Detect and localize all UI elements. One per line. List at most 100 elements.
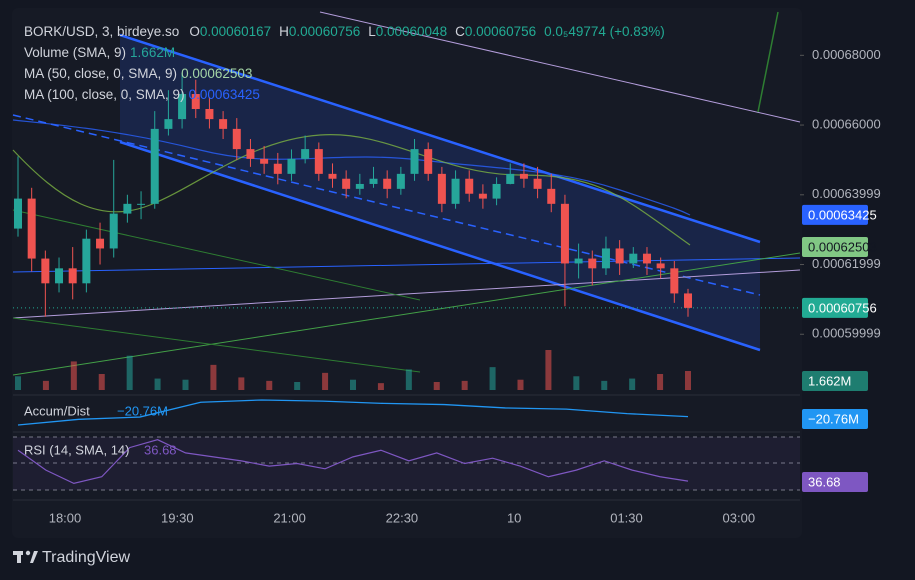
indicator-name: MA (50, close, 0, SMA, 9) bbox=[24, 66, 178, 81]
volume-bar bbox=[294, 382, 301, 390]
logo bbox=[13, 550, 38, 563]
indicator-row: Volume (SMA, 9) 1.662M bbox=[24, 45, 175, 60]
candle-body bbox=[314, 149, 323, 174]
price-tag-label: 1.662M bbox=[808, 373, 851, 388]
price-tag-label: 0.00063425 bbox=[808, 207, 877, 222]
indicator-value: 0.00063425 bbox=[188, 87, 260, 102]
ma50-line bbox=[12, 134, 691, 246]
volume-bar bbox=[433, 382, 440, 390]
volume-bar bbox=[685, 371, 691, 390]
volume-bar bbox=[266, 380, 273, 390]
candle-body bbox=[41, 258, 50, 284]
ohlc-value: 0.00060756 bbox=[288, 24, 361, 39]
ohlc-key: C bbox=[455, 24, 465, 39]
price-tag bbox=[802, 409, 868, 429]
candle-body bbox=[519, 173, 528, 179]
volume-bar bbox=[70, 361, 77, 390]
indicator-name: MA (100, close, 0, SMA, 9) bbox=[24, 87, 185, 102]
price-tag bbox=[802, 236, 868, 257]
volume-bar bbox=[629, 378, 636, 390]
ohlc-value: 0.00060167 bbox=[199, 24, 272, 39]
candle-body bbox=[465, 178, 474, 194]
pane-frame bbox=[12, 8, 802, 538]
candle-body bbox=[260, 158, 269, 164]
brand: TradingView bbox=[42, 549, 130, 566]
volume-bar bbox=[182, 379, 189, 390]
x-tick-label: 03:00 bbox=[723, 510, 756, 525]
x-tick-label: 01:30 bbox=[610, 510, 643, 525]
price-tag bbox=[802, 472, 868, 492]
candle-body bbox=[55, 268, 64, 284]
channel-mid bbox=[12, 114, 761, 296]
y-tick-label: 0.00061999 bbox=[812, 256, 881, 271]
ohlc-value: 0.00060756 bbox=[464, 24, 537, 39]
candle-body bbox=[246, 149, 255, 159]
price-tag bbox=[802, 297, 868, 318]
volume-bar bbox=[210, 364, 217, 390]
candle-body bbox=[14, 198, 22, 229]
price-tag-label: 36.68 bbox=[808, 474, 841, 489]
candle-body bbox=[219, 119, 228, 129]
volume-bar bbox=[238, 377, 245, 390]
volume-bar bbox=[15, 376, 21, 390]
trendline bbox=[12, 209, 421, 301]
volume-bar bbox=[377, 383, 384, 390]
candle-body bbox=[588, 258, 597, 269]
indicator-name: Volume (SMA, 9) bbox=[24, 45, 127, 60]
candle-body bbox=[615, 248, 624, 264]
candle-body bbox=[642, 253, 651, 264]
volume-bar bbox=[154, 378, 161, 390]
candle-body bbox=[109, 213, 118, 249]
candle-body bbox=[574, 258, 583, 264]
x-tick-label: 18:00 bbox=[49, 510, 82, 525]
volume-bar bbox=[350, 379, 356, 390]
trendline bbox=[12, 269, 801, 319]
candle-body bbox=[178, 94, 187, 120]
trendline bbox=[12, 257, 801, 273]
symbol: BORK/USD, 3, birdeye.so bbox=[24, 24, 180, 39]
volume-bar bbox=[545, 350, 552, 390]
rsi-line bbox=[17, 439, 689, 485]
price-tag-label: 0.00062503 bbox=[808, 239, 877, 254]
y-tick-label: 0.00068000 bbox=[812, 47, 881, 62]
volume-bar bbox=[126, 355, 133, 390]
price-tag bbox=[802, 204, 868, 225]
candle-body bbox=[123, 203, 132, 214]
candle-body bbox=[533, 178, 542, 189]
candle-body bbox=[396, 173, 405, 189]
candle-body bbox=[82, 238, 91, 284]
candle-body bbox=[232, 128, 241, 150]
candle-body bbox=[273, 163, 282, 174]
x-tick-label: 19:30 bbox=[161, 510, 194, 525]
change: 0.0₅49774 (+0.83%) bbox=[544, 24, 665, 39]
ohlc-row: BORK/USD, 3, birdeye.so O0.00060167 H0.000… bbox=[24, 24, 665, 39]
candle-body bbox=[547, 188, 556, 204]
candle-body bbox=[164, 119, 173, 129]
candle-body bbox=[342, 178, 351, 189]
trendline bbox=[12, 317, 421, 373]
candle-body bbox=[506, 173, 515, 184]
candle-body bbox=[369, 178, 378, 184]
ohlc-key: H bbox=[279, 24, 289, 39]
trendline bbox=[12, 252, 801, 376]
candle-body bbox=[137, 203, 146, 205]
x-tick-label: 10 bbox=[507, 510, 521, 525]
candle-body bbox=[150, 128, 159, 204]
candle-body bbox=[424, 149, 433, 174]
indicator-value: 1.662M bbox=[130, 45, 176, 60]
candle-body bbox=[492, 183, 501, 199]
trendline bbox=[319, 11, 801, 123]
candle-body bbox=[191, 94, 200, 110]
pane-title: Accum/Dist bbox=[24, 403, 90, 418]
x-tick-label: 22:30 bbox=[386, 510, 419, 525]
y-tick-label: 0.00066000 bbox=[812, 116, 881, 131]
channel-upper bbox=[119, 33, 761, 244]
price-tag-label: −20.76M bbox=[808, 411, 859, 426]
rsi-fill bbox=[13, 437, 800, 490]
candle-body bbox=[560, 203, 569, 264]
ohlc-key: L bbox=[368, 24, 376, 39]
pane-value: 36.68 bbox=[144, 442, 177, 457]
volume-bar bbox=[461, 380, 468, 390]
candle-body bbox=[656, 263, 665, 269]
